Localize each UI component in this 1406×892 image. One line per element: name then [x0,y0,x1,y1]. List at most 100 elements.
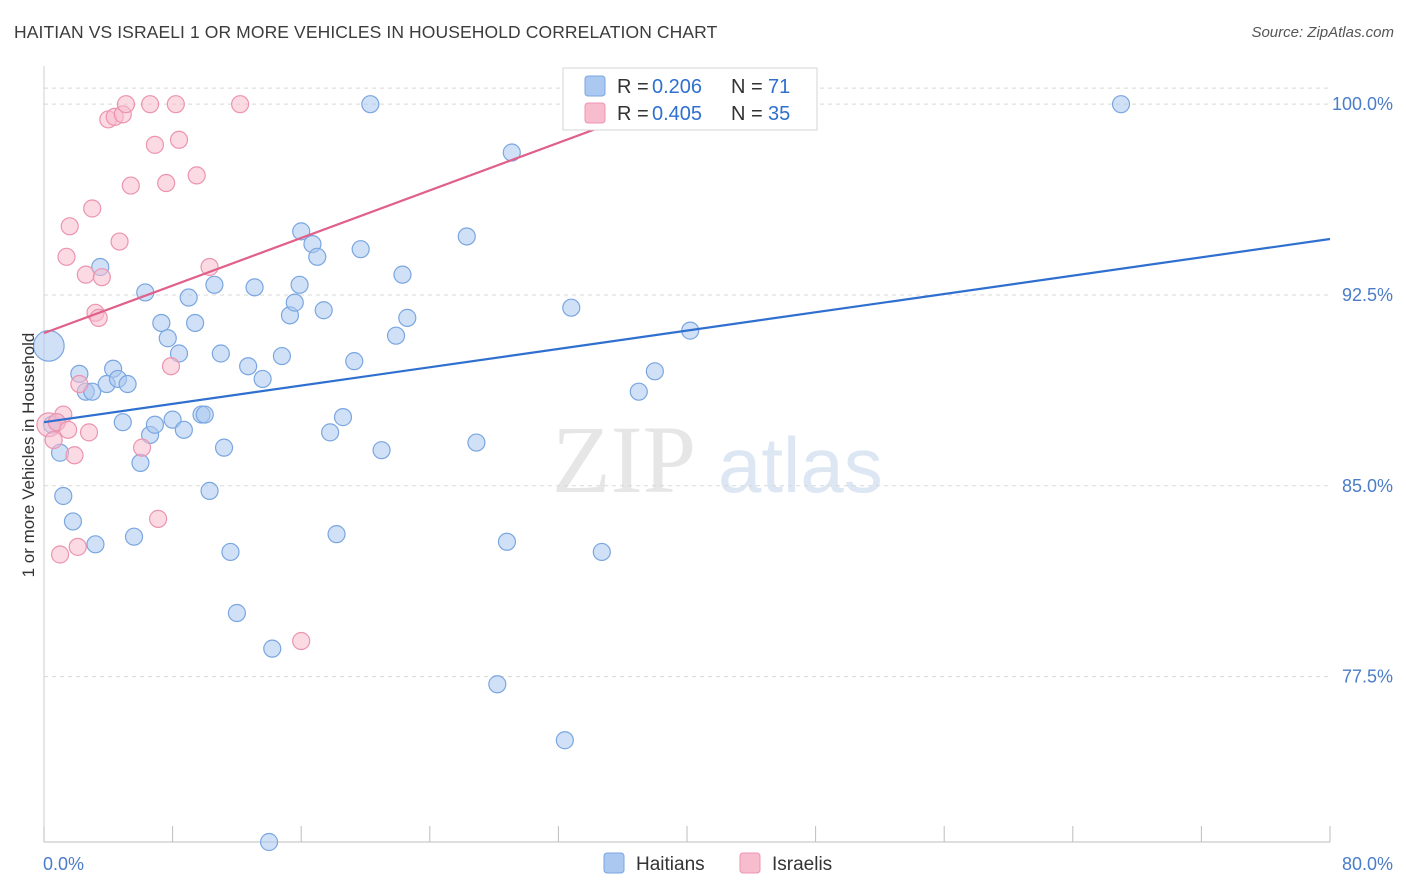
haitian-point-22 [163,410,182,429]
legend-swatch-israelis [584,102,606,124]
israelis-points [36,95,311,651]
watermark-atlas: atlas [718,421,883,509]
haitian-point-49 [327,525,346,544]
haitian-point-33 [221,542,240,562]
haitian-point-19 [145,415,165,434]
haitian-point-37 [253,369,272,389]
israeli-point-5 [60,217,79,236]
haitian-point-66 [629,382,648,401]
israeli-point-20 [121,176,140,195]
haitian-point-59 [467,433,486,452]
haitian-point-46 [308,247,327,266]
series-legend-label-haitians: Haitians [636,854,705,875]
watermark-zip: ZIP [552,406,696,513]
haitian-point-0 [32,329,65,362]
israeli-point-9 [76,265,95,284]
legend-n-value-israelis: 35 [768,103,790,125]
haitian-point-25 [179,288,198,307]
israeli-point-21 [132,438,152,457]
israeli-point-28 [169,130,189,149]
haitian-point-15 [124,527,144,546]
chart-source: Source: ZipAtlas.com [1251,24,1394,41]
axes [43,66,1331,843]
y-tick-label-2: 92.5% [1342,285,1393,305]
haitian-point-28 [195,405,214,424]
haitian-point-43 [290,275,309,294]
haitian-point-51 [345,352,364,371]
israeli-point-26 [161,357,181,376]
haitian-point-21 [158,329,177,348]
legend-n-label-israelis: N = [731,103,768,125]
haitian-point-64 [562,298,581,317]
haitian-point-42 [285,293,304,312]
haitian-point-20 [152,313,171,333]
series-legend: Haitians Israelis [603,852,832,875]
haitian-point-61 [497,532,517,551]
haitian-point-30 [205,275,224,294]
israeli-point-24 [149,509,168,528]
israeli-point-14 [92,268,111,287]
haitian-point-65 [592,542,611,562]
haitian-point-55 [386,326,406,345]
israeli-point-22 [140,95,160,114]
haitian-point-47 [314,301,333,320]
israeli-point-17 [110,232,129,251]
haitian-point-39 [263,639,282,658]
haitian-point-52 [351,240,370,259]
israeli-point-2 [50,545,70,564]
series-legend-label-israelis: Israelis [772,854,832,875]
haitian-point-40 [272,346,292,366]
haitian-point-34 [227,603,246,623]
haitian-point-4 [63,512,83,531]
haitian-point-56 [393,265,412,284]
haitian-point-53 [361,95,380,114]
chart-title: HAITIAN VS ISRAELI 1 OR MORE VEHICLES IN… [14,22,718,42]
haitian-point-8 [86,535,105,554]
legend-r-value-haitians: 0.206 [652,76,702,98]
haitian-point-67 [645,362,664,381]
haitian-point-63 [555,731,574,750]
israeli-point-7 [68,537,87,556]
israeli-point-23 [145,135,165,154]
israeli-point-10 [79,423,99,442]
haitian-point-16 [131,453,150,473]
israeli-point-25 [157,173,176,193]
legend-r-value-israelis: 0.405 [652,103,702,125]
haitian-point-29 [200,481,219,500]
haitians-trend-line [43,237,1331,424]
israeli-point-6 [65,446,84,465]
israeli-point-11 [83,199,102,218]
israelis-trend-line [43,103,664,335]
haitian-point-36 [245,278,264,297]
israeli-point-19 [116,95,136,114]
series-legend-swatch-israelis [739,852,761,874]
y-tick-labels: 77.5% 85.0% 92.5% 100.0% [1332,94,1393,686]
x-tick-label-min: 0.0% [43,854,84,874]
israeli-point-1 [44,430,63,450]
haitian-point-60 [488,675,507,694]
x-tick-label-max: 80.0% [1342,854,1393,874]
haitian-point-58 [457,227,476,246]
legend-n-value-haitians: 71 [768,76,790,98]
gridlines [44,87,1330,678]
haitian-point-32 [214,438,234,457]
stats-legend: R = 0.206 N = 71 R = 0.405 N = 35 [562,67,818,131]
israeli-point-32 [292,631,311,651]
y-tick-label-1: 85.0% [1342,476,1393,496]
israeli-point-29 [187,166,206,185]
y-tick-label-0: 77.5% [1342,667,1393,687]
haitian-point-24 [174,420,193,439]
trend-lines [43,103,1331,424]
israeli-point-27 [166,95,185,114]
series-legend-swatch-haitians [603,852,625,874]
haitian-point-26 [186,313,205,333]
legend-r-label-haitians: R = [617,76,654,98]
israeli-point-34 [59,420,78,439]
haitian-point-31 [211,344,230,363]
haitian-point-69 [1111,95,1131,114]
y-axis-title: 1 or more Vehicles in Household [19,333,38,578]
haitian-point-13 [113,413,132,432]
haitian-point-57 [398,308,417,327]
legend-r-label-israelis: R = [617,103,654,125]
